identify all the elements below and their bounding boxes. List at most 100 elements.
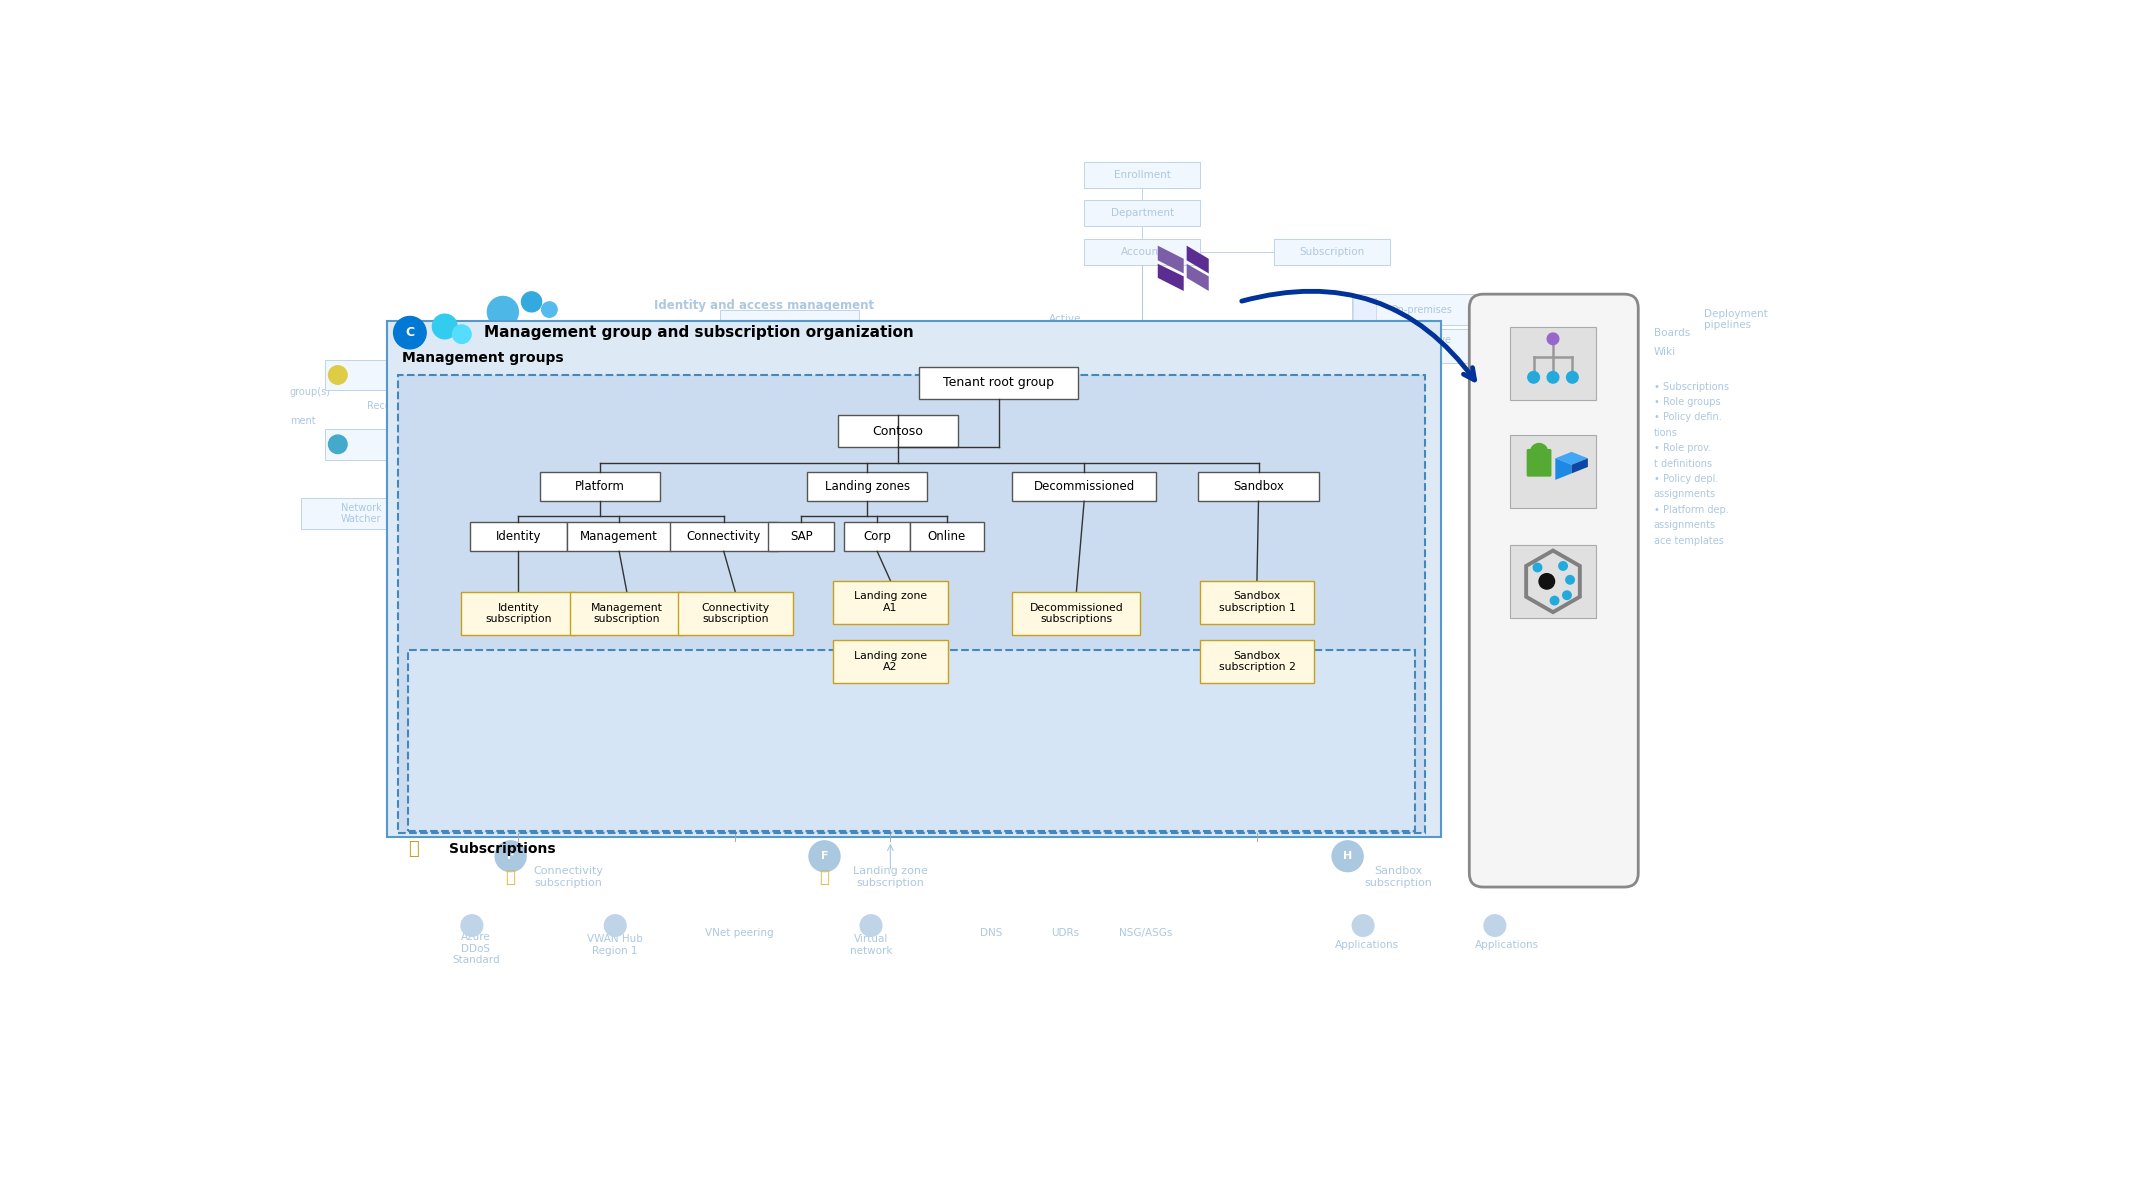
Text: assignments: assignments — [1654, 490, 1716, 499]
Text: • App/DevOps: • App/DevOps — [723, 355, 793, 365]
FancyBboxPatch shape — [1013, 592, 1141, 635]
Circle shape — [859, 914, 883, 936]
Circle shape — [452, 325, 471, 343]
Polygon shape — [1188, 246, 1209, 274]
Text: On-premises: On-premises — [1390, 305, 1452, 314]
Text: DNS: DNS — [981, 929, 1002, 938]
Text: Recovery: Recovery — [367, 401, 411, 410]
Text: H: H — [1343, 851, 1352, 862]
FancyBboxPatch shape — [399, 374, 1424, 833]
Circle shape — [1558, 562, 1567, 570]
FancyBboxPatch shape — [539, 472, 659, 502]
Text: Virtual
network: Virtual network — [851, 934, 893, 955]
Text: Network
Watcher: Network Watcher — [341, 503, 382, 524]
Text: Sandbox
subscription 1: Sandbox subscription 1 — [1220, 592, 1296, 613]
Text: Azure
Monitor: Azure Monitor — [394, 433, 431, 455]
Text: Contoso: Contoso — [872, 425, 923, 438]
Text: Management groups: Management groups — [403, 352, 563, 365]
Text: Decommissioned
subscriptions: Decommissioned subscriptions — [1030, 602, 1124, 624]
FancyBboxPatch shape — [1509, 326, 1595, 400]
Text: Management: Management — [580, 530, 659, 544]
FancyBboxPatch shape — [1527, 449, 1552, 476]
Text: 🔑: 🔑 — [505, 868, 516, 886]
Text: Identity and access management: Identity and access management — [655, 299, 874, 312]
Text: Corp: Corp — [863, 530, 891, 544]
Text: • Platform dep.: • Platform dep. — [1654, 505, 1729, 515]
Text: Platform: Platform — [576, 480, 625, 493]
Text: Connectivity
subscription: Connectivity subscription — [701, 602, 770, 624]
Circle shape — [603, 914, 627, 936]
FancyBboxPatch shape — [1200, 640, 1313, 683]
Text: • Subscription manager: • Subscription manager — [723, 370, 840, 380]
Text: t definitions: t definitions — [1654, 458, 1712, 468]
FancyBboxPatch shape — [910, 522, 983, 551]
Text: Subscriptions: Subscriptions — [448, 841, 554, 856]
Text: ace templates: ace templates — [1654, 535, 1723, 546]
Text: • Notifications: • Notifications — [522, 340, 593, 349]
FancyBboxPatch shape — [834, 640, 949, 683]
Text: Sandbox
subscription 2: Sandbox subscription 2 — [1220, 650, 1296, 672]
Text: Landing zone
A1: Landing zone A1 — [853, 592, 927, 613]
Text: Security
Center: Security Center — [469, 503, 510, 524]
FancyBboxPatch shape — [844, 522, 910, 551]
FancyBboxPatch shape — [301, 498, 422, 529]
Text: Applications: Applications — [1475, 940, 1539, 950]
Text: Online: Online — [927, 530, 966, 544]
Text: Department: Department — [1111, 209, 1175, 218]
Polygon shape — [1188, 264, 1209, 290]
FancyBboxPatch shape — [669, 522, 778, 551]
Text: 🔑: 🔑 — [819, 868, 829, 886]
Text: Connectivity
subscription: Connectivity subscription — [533, 866, 603, 888]
Circle shape — [542, 302, 556, 317]
Text: C: C — [405, 326, 414, 340]
Text: Sandbox: Sandbox — [1232, 480, 1283, 493]
Text: Applications: Applications — [1335, 940, 1399, 950]
Circle shape — [1548, 334, 1558, 344]
Text: Connectivity: Connectivity — [687, 530, 761, 544]
Text: • Approval workflow: • Approval workflow — [522, 324, 620, 334]
FancyBboxPatch shape — [461, 592, 576, 635]
FancyBboxPatch shape — [1509, 545, 1595, 618]
Circle shape — [1539, 574, 1554, 589]
Text: Active
Directory: Active Directory — [1049, 314, 1098, 336]
Text: • Role prov.: • Role prov. — [1654, 443, 1710, 454]
Text: Azure Key Vault: Azure Key Vault — [394, 370, 471, 380]
Polygon shape — [1158, 264, 1183, 290]
Circle shape — [495, 841, 527, 871]
FancyBboxPatch shape — [1352, 294, 1484, 325]
FancyBboxPatch shape — [1198, 472, 1318, 502]
Text: group(s): group(s) — [290, 386, 330, 397]
Circle shape — [1533, 563, 1541, 571]
FancyBboxPatch shape — [678, 592, 793, 635]
FancyBboxPatch shape — [1469, 294, 1637, 887]
Circle shape — [808, 841, 840, 871]
Text: Landing zone
A2: Landing zone A2 — [853, 650, 927, 672]
Text: • Service principals: • Service principals — [1038, 340, 1134, 349]
Polygon shape — [1571, 458, 1588, 474]
Circle shape — [461, 914, 482, 936]
Text: Wiki: Wiki — [1654, 347, 1676, 356]
FancyBboxPatch shape — [1352, 329, 1484, 364]
Text: Identity
subscription: Identity subscription — [486, 602, 552, 624]
Text: • Subscriptions: • Subscriptions — [1654, 382, 1729, 391]
Circle shape — [328, 436, 348, 454]
Circle shape — [394, 317, 426, 349]
FancyBboxPatch shape — [1085, 200, 1200, 227]
Text: assignments: assignments — [1654, 520, 1716, 530]
Circle shape — [1332, 841, 1362, 871]
Circle shape — [522, 292, 542, 312]
Text: Management
subscription: Management subscription — [591, 602, 663, 624]
FancyBboxPatch shape — [324, 428, 452, 460]
FancyBboxPatch shape — [768, 522, 834, 551]
Circle shape — [1529, 372, 1539, 383]
Text: Boards: Boards — [1654, 328, 1691, 337]
FancyBboxPatch shape — [324, 360, 452, 390]
FancyBboxPatch shape — [567, 522, 672, 551]
Text: • Policy defin.: • Policy defin. — [1654, 413, 1721, 422]
Text: SAP: SAP — [791, 530, 812, 544]
FancyBboxPatch shape — [429, 498, 550, 529]
Circle shape — [1531, 444, 1548, 461]
Text: • Other custom roles: • Other custom roles — [723, 385, 827, 396]
Text: • Security groups(s): • Security groups(s) — [1038, 354, 1136, 365]
Text: Sandbox
subscription: Sandbox subscription — [1364, 866, 1433, 888]
